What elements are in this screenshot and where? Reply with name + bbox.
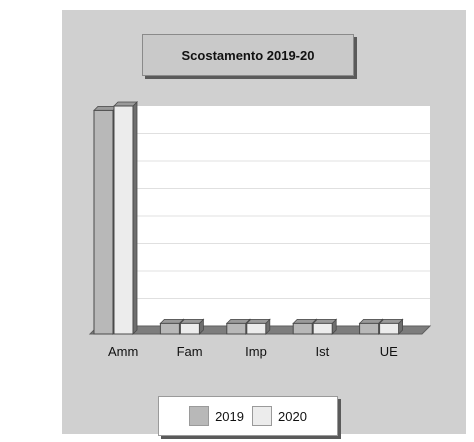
legend-swatch-2020 [252, 406, 272, 426]
bar-amm-2020 [113, 101, 138, 335]
legend-item-2019: 2019 [189, 406, 244, 426]
x-tick-label-ist: Ist [316, 344, 330, 359]
legend-swatch-2019 [189, 406, 210, 426]
bar-chart: Amm Fam Imp Ist UE [88, 101, 432, 359]
legend-item-2020: 2020 [252, 406, 307, 426]
x-tick-label-ue: UE [380, 344, 398, 359]
x-tick-label-imp: Imp [245, 344, 267, 359]
bar-imp-2020 [245, 318, 271, 335]
bar-ue-2020 [378, 318, 404, 335]
chart-frame: Scostamento 2019-20 Amm Fam Imp Ist UE 2019 … [62, 10, 466, 436]
x-tick-labels: Amm Fam Imp Ist UE [108, 344, 398, 359]
x-tick-label-fam: Fam [177, 344, 203, 359]
legend-label-2019: 2019 [215, 408, 244, 424]
bar-fam-2020 [179, 318, 205, 335]
chart-title: Scostamento 2019-20 [142, 34, 354, 76]
bars [93, 101, 404, 335]
legend: 2019 2020 [158, 396, 338, 436]
x-tick-label-amm: Amm [108, 344, 138, 359]
bar-ist-2020 [312, 318, 338, 335]
legend-label-2020: 2020 [278, 408, 307, 424]
